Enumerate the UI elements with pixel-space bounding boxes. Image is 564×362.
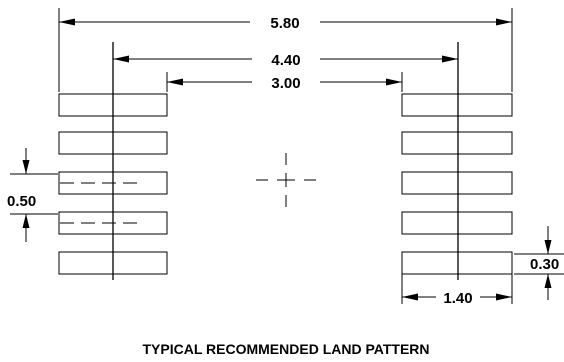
dimension-center-to-center: 4.40 xyxy=(113,52,458,69)
dimension-pad-length: 1.40 xyxy=(402,290,512,307)
overall-width-label: 5.80 xyxy=(270,15,299,32)
inner-gap-label: 3.00 xyxy=(271,75,300,92)
land-pad xyxy=(401,251,513,275)
land-pad xyxy=(401,171,513,195)
dimension-pad-width: 0.30 xyxy=(530,226,559,300)
pad-width-label: 0.30 xyxy=(530,256,559,273)
land-pad xyxy=(401,93,513,117)
drawing-caption: TYPICAL RECOMMENDED LAND PATTERN xyxy=(143,341,430,357)
center-to-center-label: 4.40 xyxy=(271,52,300,69)
land-pad xyxy=(401,211,513,235)
pitch-label: 0.50 xyxy=(7,193,36,210)
pitch-centerlines xyxy=(60,182,140,224)
right-pad-column xyxy=(401,93,513,275)
pad-length-label: 1.40 xyxy=(443,290,472,307)
dimension-overall-width: 5.80 xyxy=(59,15,512,32)
pad-centerlines xyxy=(112,42,459,280)
land-pad xyxy=(401,131,513,155)
dimension-pitch: 0.50 xyxy=(7,148,36,242)
dimension-inner-gap: 3.00 xyxy=(167,75,402,92)
package-center-mark xyxy=(256,153,316,207)
